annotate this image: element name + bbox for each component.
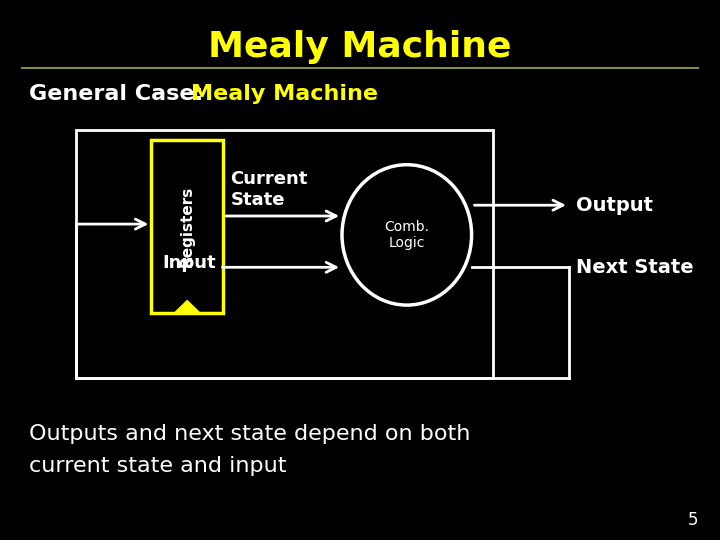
Text: Outputs and next state depend on both: Outputs and next state depend on both	[29, 424, 470, 444]
Text: current state and input: current state and input	[29, 456, 287, 476]
Bar	[151, 140, 223, 313]
Text: Output: Output	[576, 195, 653, 215]
Ellipse shape	[342, 165, 472, 305]
Text: Comb.
Logic: Comb. Logic	[384, 220, 429, 250]
Text: Mealy Machine: Mealy Machine	[208, 30, 512, 64]
Polygon shape	[174, 301, 200, 313]
Text: Input: Input	[163, 254, 216, 272]
Text: General Case:: General Case:	[29, 84, 211, 104]
Text: Mealy Machine: Mealy Machine	[191, 84, 378, 104]
Text: Registers: Registers	[180, 186, 194, 267]
Text: 5: 5	[688, 511, 698, 529]
Text: Next State: Next State	[576, 258, 693, 277]
Text: Current
State: Current State	[230, 170, 307, 209]
Bar	[76, 130, 493, 378]
